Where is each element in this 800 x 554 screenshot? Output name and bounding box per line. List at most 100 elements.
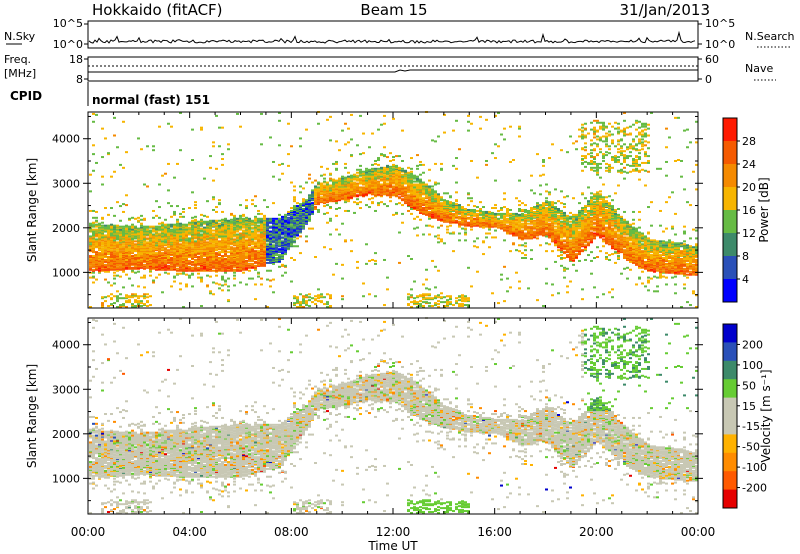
power-cell bbox=[221, 158, 224, 161]
power-cell bbox=[143, 255, 146, 258]
power-cell bbox=[419, 173, 422, 176]
power-cell bbox=[215, 248, 218, 251]
power-cell bbox=[95, 278, 98, 281]
power-cell bbox=[491, 236, 494, 239]
power-cell bbox=[329, 115, 332, 118]
power-cell bbox=[278, 213, 281, 216]
power-cell bbox=[107, 152, 110, 155]
power-cell bbox=[398, 261, 401, 264]
power-cell bbox=[287, 230, 290, 233]
power-cell bbox=[404, 176, 407, 179]
power-cell bbox=[299, 306, 302, 308]
power-cell bbox=[380, 183, 383, 186]
power-cell bbox=[146, 225, 149, 228]
power-cell bbox=[407, 188, 410, 191]
power-cell bbox=[119, 293, 122, 296]
power-cell bbox=[422, 204, 425, 207]
power-cell bbox=[320, 190, 323, 193]
power-cell bbox=[482, 210, 485, 213]
power-cell bbox=[425, 224, 428, 227]
power-cell bbox=[272, 160, 275, 163]
power-cell bbox=[134, 299, 137, 302]
power-cell bbox=[440, 162, 443, 165]
power-cell bbox=[485, 232, 488, 235]
power-cell bbox=[89, 209, 92, 212]
power-cell bbox=[155, 225, 158, 228]
power-cell bbox=[278, 178, 281, 181]
power-cell bbox=[488, 232, 491, 235]
power-cell bbox=[410, 296, 413, 299]
power-cell bbox=[494, 229, 497, 232]
power-cell bbox=[458, 295, 461, 298]
power-cell bbox=[422, 301, 425, 304]
power-cell bbox=[338, 149, 341, 152]
power-cell bbox=[113, 252, 116, 255]
power-cell bbox=[212, 257, 215, 260]
power-cell bbox=[131, 293, 134, 296]
power-cell bbox=[371, 167, 374, 170]
power-cell bbox=[95, 219, 98, 222]
power-cell bbox=[428, 297, 431, 300]
power-cell bbox=[146, 237, 149, 240]
power-cell bbox=[104, 296, 107, 299]
freq-tick-low: 8 bbox=[76, 73, 83, 86]
power-cell bbox=[422, 298, 425, 301]
power-cell bbox=[374, 262, 377, 265]
power-cell bbox=[275, 257, 278, 259]
power-cell bbox=[110, 223, 113, 226]
power-cell bbox=[428, 185, 431, 188]
power-cell bbox=[230, 227, 233, 230]
power-cell bbox=[212, 243, 215, 246]
power-cell bbox=[242, 267, 245, 270]
power-cell bbox=[389, 159, 392, 162]
power-cell bbox=[299, 235, 302, 238]
power-cell bbox=[299, 214, 302, 217]
freq-strip-frame bbox=[87, 56, 699, 82]
power-cell bbox=[122, 247, 125, 250]
power-cell bbox=[143, 242, 146, 245]
power-cell bbox=[146, 244, 149, 247]
power-cell bbox=[335, 167, 338, 170]
power-cell bbox=[173, 257, 176, 260]
power-cell bbox=[248, 262, 251, 265]
power-cell bbox=[467, 208, 470, 211]
power-cell bbox=[92, 169, 95, 172]
power-cell bbox=[368, 146, 371, 149]
power-cell bbox=[95, 228, 98, 231]
power-cell bbox=[362, 186, 365, 189]
power-cell bbox=[488, 210, 491, 213]
power-cell bbox=[191, 216, 194, 219]
power-cell bbox=[281, 254, 284, 257]
power-cell bbox=[413, 186, 416, 189]
power-cell bbox=[362, 179, 365, 182]
power-cell bbox=[473, 214, 476, 217]
power-cell bbox=[281, 227, 284, 230]
power-cell bbox=[401, 204, 404, 207]
power-cell bbox=[311, 210, 314, 213]
power-cell bbox=[398, 166, 401, 169]
power-cell bbox=[257, 228, 260, 231]
power-cell bbox=[203, 177, 206, 180]
power-cell bbox=[140, 233, 143, 236]
power-cell bbox=[95, 238, 98, 241]
power-cell bbox=[455, 219, 458, 222]
power-cell bbox=[395, 192, 398, 195]
power-cell bbox=[113, 250, 116, 253]
power-cell bbox=[263, 245, 266, 248]
power-cell bbox=[110, 232, 113, 235]
power-cell bbox=[494, 236, 497, 239]
power-cell bbox=[329, 196, 332, 199]
power-cell bbox=[347, 177, 350, 180]
power-cell bbox=[143, 267, 146, 270]
power-cell bbox=[92, 216, 95, 219]
power-cell bbox=[221, 268, 224, 271]
power-cell bbox=[227, 289, 230, 292]
power-cell bbox=[92, 112, 95, 115]
power-cell bbox=[317, 122, 320, 125]
power-cell bbox=[119, 228, 122, 231]
power-cell bbox=[266, 251, 269, 254]
power-cell bbox=[221, 275, 224, 278]
power-cell bbox=[389, 152, 392, 155]
power-cell bbox=[341, 182, 344, 185]
power-cell bbox=[125, 224, 128, 227]
